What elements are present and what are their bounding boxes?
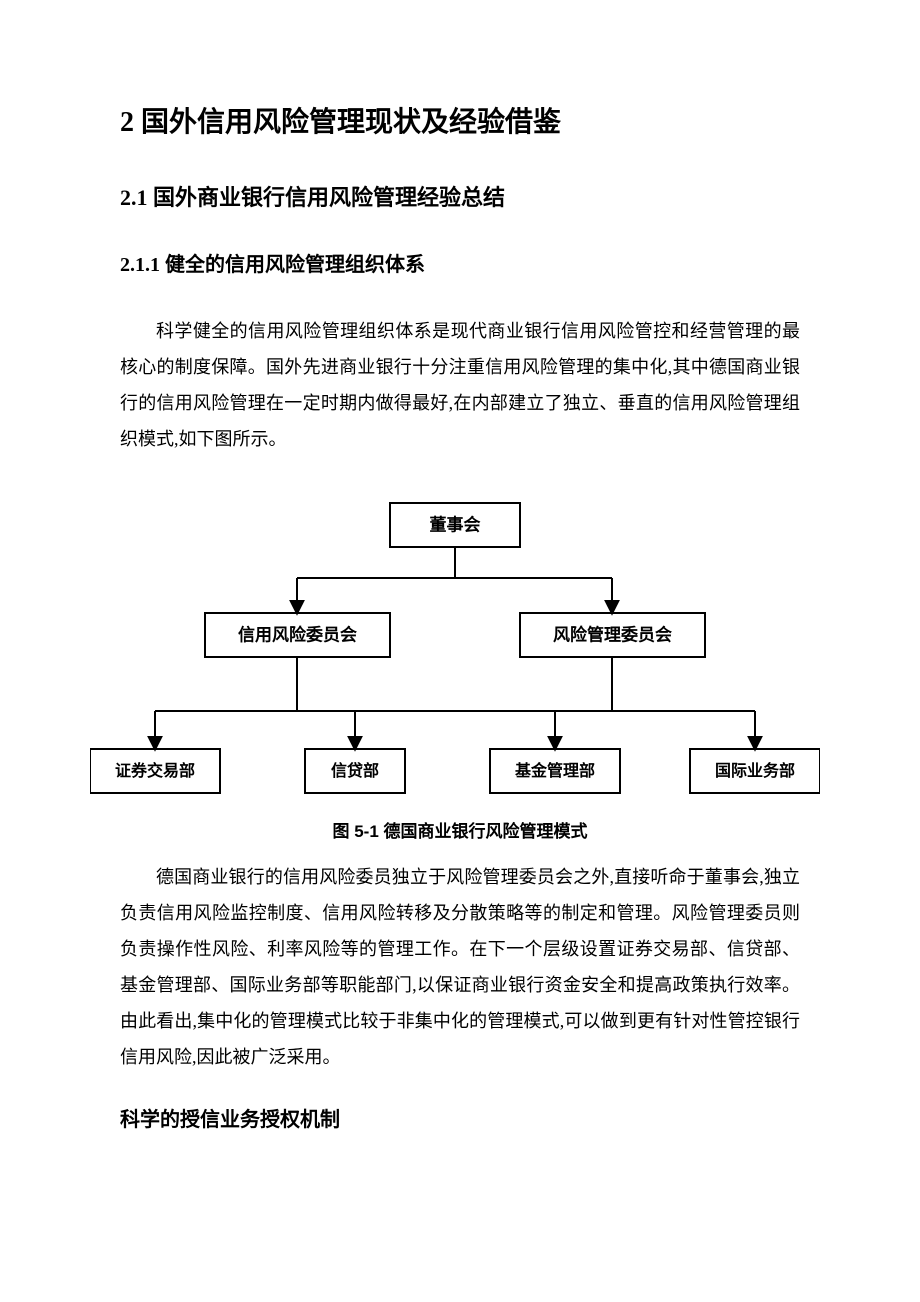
heading-section: 2.1 国外商业银行信用风险管理经验总结 — [120, 180, 800, 212]
org-chart: 董事会信用风险委员会 风险管理委员会证券交易部 信贷部 基金管理部 国际业务部 — [90, 493, 820, 803]
heading-sub2: 科学的授信业务授权机制 — [120, 1103, 800, 1132]
svg-text:基金管理部: 基金管理部 — [514, 761, 595, 780]
svg-text:信用风险委员会: 信用风险委员会 — [238, 624, 357, 644]
org-chart-svg: 董事会信用风险委员会 风险管理委员会证券交易部 信贷部 基金管理部 国际业务部 — [90, 493, 820, 803]
svg-text:证券交易部: 证券交易部 — [115, 761, 195, 780]
svg-text:风险管理委员会: 风险管理委员会 — [553, 624, 672, 644]
svg-text:国际业务部: 国际业务部 — [715, 761, 795, 780]
figure-caption: 图 5-1 德国商业银行风险管理模式 — [120, 815, 800, 849]
svg-text:董事会: 董事会 — [430, 514, 481, 534]
heading-subsection: 2.1.1 健全的信用风险管理组织体系 — [120, 248, 800, 277]
paragraph-body: 德国商业银行的信用风险委员独立于风险管理委员会之外,直接听命于董事会,独立负责信… — [120, 859, 800, 1075]
svg-text:信贷部: 信贷部 — [331, 761, 379, 780]
heading-main: 2 国外信用风险管理现状及经验借鉴 — [120, 100, 800, 140]
paragraph-intro: 科学健全的信用风险管理组织体系是现代商业银行信用风险管控和经营管理的最核心的制度… — [120, 313, 800, 457]
